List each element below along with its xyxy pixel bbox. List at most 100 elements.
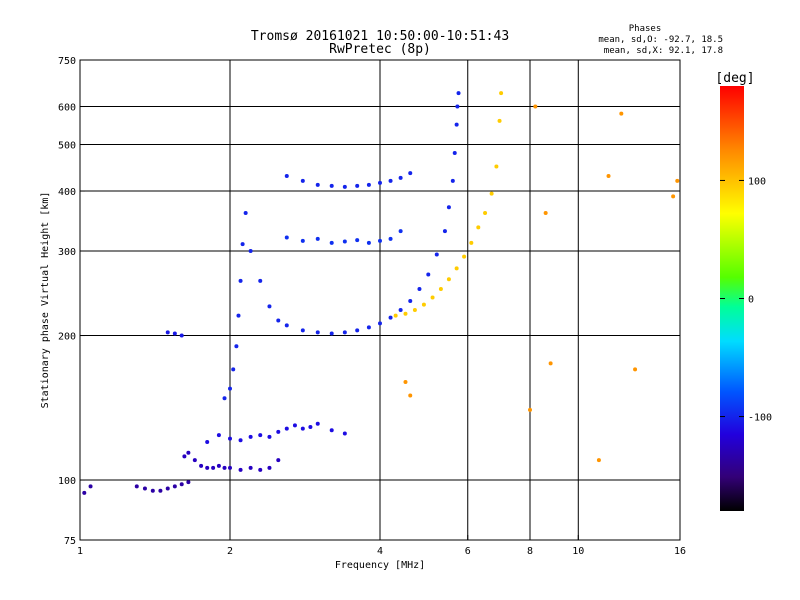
phase-stat-x: mean, sd,X: 92.1, 17.8	[604, 46, 723, 56]
phase-stat-o: mean, sd,O: -92.7, 18.5	[598, 35, 723, 45]
data-point	[446, 277, 451, 282]
data-point	[300, 238, 305, 243]
data-point	[142, 486, 147, 491]
colorbar-tick-label: 100	[748, 176, 766, 187]
data-point	[342, 184, 347, 189]
data-point	[499, 91, 504, 96]
data-point	[179, 482, 184, 487]
x-tick-label: 10	[572, 546, 584, 557]
data-point	[186, 450, 191, 455]
data-point	[421, 302, 426, 307]
chart-title: Tromsø 20161021 10:50:00-10:51:43	[251, 29, 509, 44]
data-point	[267, 465, 272, 470]
data-point	[398, 175, 403, 180]
data-point	[276, 429, 281, 434]
data-point	[450, 178, 455, 183]
data-point	[267, 434, 272, 439]
data-point	[158, 488, 163, 493]
data-point	[238, 467, 243, 472]
data-point	[267, 304, 272, 309]
data-point	[240, 242, 245, 247]
data-point	[172, 484, 177, 489]
data-point	[533, 104, 538, 109]
data-point	[462, 254, 467, 259]
data-point	[426, 272, 431, 277]
data-point	[366, 325, 371, 330]
data-point	[454, 122, 459, 127]
data-point	[398, 229, 403, 234]
data-point	[228, 386, 232, 391]
phase-header: Phases	[629, 24, 662, 34]
x-tick-label: 4	[377, 546, 383, 557]
data-point	[454, 266, 459, 271]
data-point	[403, 311, 408, 316]
data-point	[442, 229, 447, 234]
data-point	[483, 211, 488, 216]
y-tick-label: 100	[58, 476, 76, 487]
data-point	[222, 396, 227, 401]
data-point	[342, 431, 347, 436]
data-point	[308, 424, 313, 429]
data-point	[179, 333, 184, 338]
data-point	[228, 436, 232, 441]
data-point	[355, 328, 360, 333]
y-axis-ticks: 75 100 200 300 400 500 600 750	[58, 56, 85, 547]
data-point	[548, 361, 553, 366]
data-point	[388, 315, 393, 320]
data-point	[430, 295, 435, 300]
data-point	[438, 287, 443, 292]
data-point	[216, 433, 221, 438]
data-point	[82, 490, 87, 495]
y-tick-label: 75	[64, 536, 76, 547]
chart-subtitle: RwPretec (8p)	[329, 42, 431, 57]
data-point	[408, 393, 413, 398]
data-point	[236, 313, 241, 318]
data-point	[300, 328, 305, 333]
data-point	[675, 178, 680, 183]
data-point	[228, 465, 232, 470]
data-point	[366, 240, 371, 245]
data-point	[284, 173, 289, 178]
x-tick-label: 8	[527, 546, 533, 557]
x-tick-label: 6	[465, 546, 471, 557]
data-point	[216, 463, 221, 468]
data-point	[606, 173, 611, 178]
data-point	[455, 104, 460, 109]
data-point	[238, 278, 243, 283]
data-point	[596, 458, 601, 463]
data-point	[434, 252, 439, 257]
data-point	[543, 211, 548, 216]
x-tick-label: 2	[227, 546, 233, 557]
data-point	[633, 367, 638, 372]
data-point	[248, 465, 253, 470]
data-point	[292, 423, 297, 428]
data-point	[342, 239, 347, 244]
data-point	[199, 463, 204, 468]
data-point	[494, 164, 499, 169]
data-point	[234, 344, 239, 349]
y-axis-label: Stationary phase Virtual Height [km]	[40, 192, 51, 409]
data-point	[398, 308, 403, 313]
data-point	[222, 465, 227, 470]
data-point	[355, 183, 360, 188]
data-point	[403, 380, 408, 385]
data-point	[300, 426, 305, 431]
grid-lines	[80, 60, 680, 540]
data-point	[205, 440, 210, 445]
y-tick-label: 750	[58, 56, 76, 67]
data-point	[388, 178, 393, 183]
data-point	[446, 205, 451, 210]
data-point	[258, 433, 263, 438]
data-point	[388, 236, 393, 241]
data-point	[417, 287, 422, 292]
colorbar-label: [deg]	[715, 71, 754, 86]
data-point	[258, 467, 263, 472]
data-point	[355, 238, 360, 243]
data-point	[329, 331, 334, 336]
x-axis-ticks: 1 2 4 6 8 10 16	[77, 535, 686, 557]
data-point	[412, 308, 417, 313]
data-point	[165, 330, 170, 335]
y-tick-label: 500	[58, 141, 76, 152]
data-point	[528, 407, 532, 412]
